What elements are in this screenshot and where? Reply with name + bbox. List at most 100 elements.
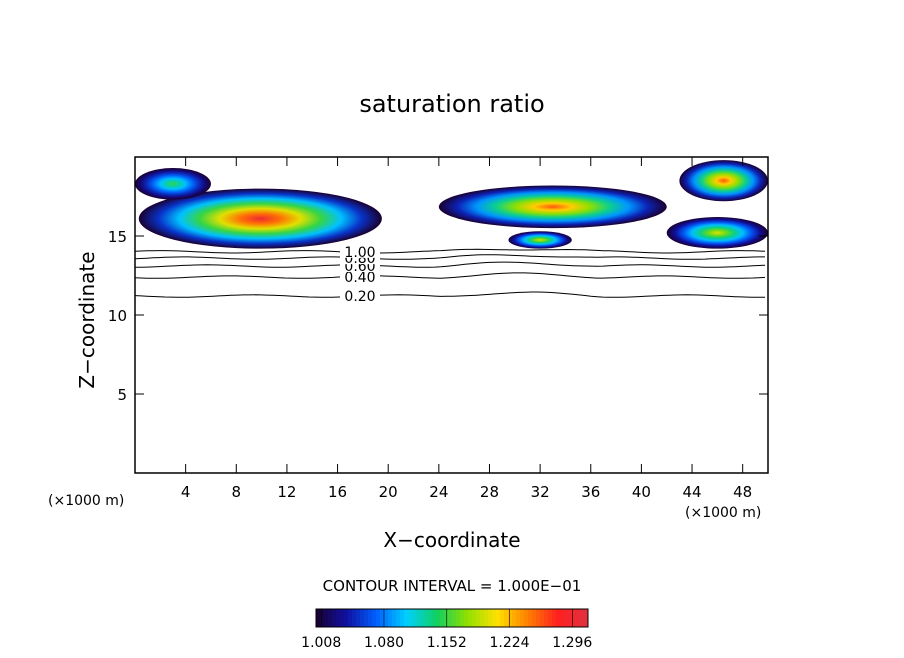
colorbar-cell — [428, 609, 433, 627]
colorbar-cell — [536, 609, 541, 627]
x-unit-label: (×1000 m) — [685, 505, 761, 521]
colorbar-cell — [348, 609, 353, 627]
contour-interval: CONTOUR INTERVAL = 1.000E−01 — [323, 577, 582, 595]
colorbar-cell — [444, 609, 449, 627]
colorbar-cell — [484, 609, 489, 627]
chart-title: saturation ratio — [359, 90, 544, 118]
colorbar-cell — [440, 609, 445, 627]
colorbar-cell — [532, 609, 537, 627]
colorbar-cell — [500, 609, 505, 627]
colorbar-cell — [420, 609, 425, 627]
colorbar-cell — [528, 609, 533, 627]
x-tick-label: 44 — [682, 483, 701, 501]
colorbar-cell — [416, 609, 421, 627]
contour-label: 0.40 — [344, 270, 375, 286]
contour-label: 0.20 — [344, 289, 375, 305]
colorbar-cell — [324, 609, 329, 627]
colorbar-tick-label: 1.008 — [301, 635, 341, 651]
colorbar-cell — [476, 609, 481, 627]
colorbar-cell — [460, 609, 465, 627]
x-tick-label: 24 — [429, 483, 448, 501]
contour-label-bg — [340, 290, 380, 303]
contour-line — [135, 261, 766, 268]
x-tick-label: 20 — [379, 483, 398, 501]
supersaturation-region — [135, 168, 211, 200]
x-tick-label: 32 — [531, 483, 550, 501]
supersaturation-region — [138, 188, 382, 249]
colorbar-cell — [408, 609, 413, 627]
x-axis-label: X−coordinate — [383, 528, 520, 552]
colorbar-cell — [512, 609, 517, 627]
colorbar-cell — [560, 609, 565, 627]
contour-line — [135, 291, 765, 298]
colorbar-cell — [392, 609, 397, 627]
x-tick-label: 36 — [581, 483, 600, 501]
colorbar-cell — [388, 609, 393, 627]
contour-line — [135, 248, 766, 254]
colorbar-cell — [404, 609, 409, 627]
plot-area: 0.200.400.600.801.00 — [135, 160, 768, 305]
y-axis-label: Z−coordinate — [75, 251, 99, 388]
y-tick-label: 15 — [108, 228, 127, 246]
colorbar-cell — [584, 609, 589, 627]
y-tick-label: 5 — [117, 386, 127, 404]
colorbar-cell — [540, 609, 545, 627]
colorbar-cell — [320, 609, 325, 627]
contour-label: 1.00 — [344, 245, 375, 261]
x-tick-label: 16 — [328, 483, 347, 501]
x-tick-label: 48 — [733, 483, 752, 501]
colorbar-cell — [436, 609, 441, 627]
colorbar-cell — [360, 609, 365, 627]
colorbar-frame — [315, 608, 589, 628]
colorbar-cell — [472, 609, 477, 627]
colorbar-cell — [336, 609, 341, 627]
x-unit-label: (×1000 m) — [48, 493, 124, 509]
contour-label-bg — [340, 271, 380, 284]
x-tick-label: 28 — [480, 483, 499, 501]
colorbar-cell — [356, 609, 361, 627]
supersaturation-region — [438, 185, 667, 229]
colorbar-cell — [576, 609, 581, 627]
colorbar-cell — [384, 609, 389, 627]
colorbar-tick-label: 1.296 — [552, 635, 592, 651]
colorbar-cell — [480, 609, 485, 627]
x-tick-label: 8 — [232, 483, 242, 501]
supersaturation-region — [508, 231, 572, 249]
supersaturation-region — [679, 160, 768, 202]
colorbar-cell — [368, 609, 373, 627]
colorbar-cell — [464, 609, 469, 627]
contour-label-bg — [340, 245, 380, 258]
colorbar-cell — [364, 609, 369, 627]
colorbar-cell — [448, 609, 453, 627]
colorbar-cell — [580, 609, 585, 627]
colorbar-cell — [396, 609, 401, 627]
supersaturation-region — [666, 217, 768, 249]
colorbar-cell — [516, 609, 521, 627]
colorbar-cell — [332, 609, 337, 627]
colorbar-cell — [352, 609, 357, 627]
colorbar-cell — [520, 609, 525, 627]
colorbar-cell — [452, 609, 457, 627]
contour-line — [135, 272, 766, 279]
colorbar-cell — [572, 609, 577, 627]
contour-line — [135, 254, 765, 260]
colorbar-cell — [488, 609, 493, 627]
y-tick-label: 10 — [108, 307, 127, 325]
colorbar-cell — [316, 609, 321, 627]
colorbar-cell — [328, 609, 333, 627]
colorbar-cell — [380, 609, 385, 627]
colorbar-cell — [568, 609, 573, 627]
colorbar-cell — [496, 609, 501, 627]
colorbar-cell — [376, 609, 381, 627]
x-tick-label: 40 — [632, 483, 651, 501]
colorbar-cell — [552, 609, 557, 627]
colorbar-tick-label: 1.224 — [489, 635, 529, 651]
colorbar-cell — [492, 609, 497, 627]
colorbar-cell — [468, 609, 473, 627]
colorbar-cell — [400, 609, 405, 627]
colorbar-cell — [548, 609, 553, 627]
colorbar-cell — [524, 609, 529, 627]
colorbar-cell — [340, 609, 345, 627]
colorbar-tick-label: 1.080 — [364, 635, 404, 651]
